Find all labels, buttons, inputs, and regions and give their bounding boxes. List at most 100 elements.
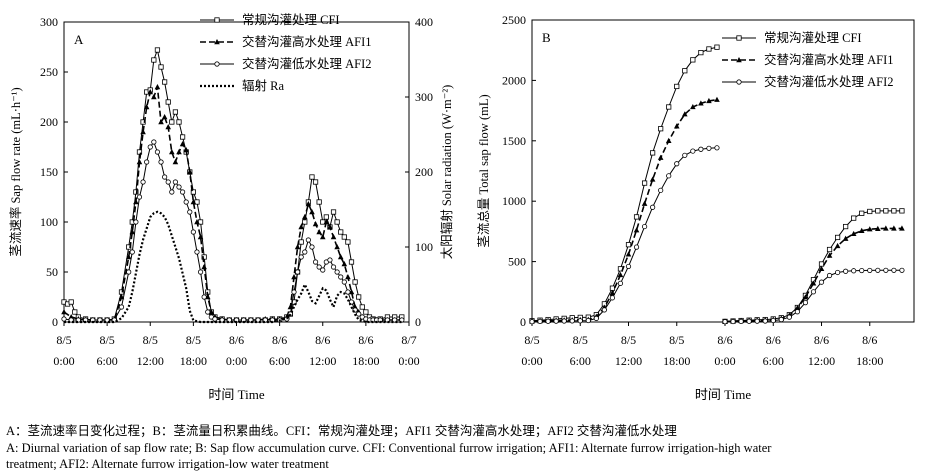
- x-tick-label-date: 8/5: [621, 333, 636, 347]
- data-point: [348, 259, 355, 265]
- data-point: [641, 180, 648, 186]
- legend-label: 交替沟灌低水处理 AFI2: [242, 56, 372, 71]
- data-point: [859, 210, 865, 216]
- x-tick-label-date: 8/6: [272, 333, 287, 347]
- data-point: [165, 124, 172, 130]
- data-point: [891, 225, 897, 231]
- data-point: [698, 100, 704, 106]
- data-point: [298, 254, 304, 260]
- data-point: [706, 145, 712, 151]
- x-axis-ticks-b: 8/5 0:00 8/5 6:00 8/5 12:00 8/5 18:00 8/6 0:00 8/6…: [521, 322, 883, 368]
- data-point: [118, 304, 125, 310]
- data-point: [899, 208, 905, 214]
- data-point: [858, 227, 865, 233]
- data-point: [194, 249, 200, 255]
- legend-marker: [736, 79, 742, 85]
- data-point: [866, 226, 873, 232]
- y2-tick-label: 100: [415, 240, 433, 254]
- data-point: [851, 215, 857, 221]
- legend-label: 交替沟灌低水处理 AFI2: [764, 74, 894, 89]
- data-point: [762, 318, 768, 324]
- data-point: [545, 318, 551, 324]
- x-tick-label-time: 18:00: [856, 354, 883, 368]
- data-point: [730, 318, 736, 325]
- data-point: [641, 200, 648, 206]
- data-point: [176, 184, 182, 190]
- x-tick-label-date: 8/5: [99, 333, 114, 347]
- x-tick-label-date: 8/6: [315, 333, 330, 347]
- legend-marker: [214, 39, 220, 45]
- data-point: [169, 189, 175, 195]
- legend-marker: [214, 17, 220, 23]
- y-tick-label: 1000: [502, 194, 526, 208]
- data-point: [151, 57, 157, 63]
- data-point: [658, 187, 664, 193]
- data-point: [301, 214, 308, 220]
- x-axis-label-a: 时间 Time: [208, 387, 264, 402]
- data-point: [197, 234, 204, 240]
- data-point: [818, 265, 825, 272]
- x-tick-label-time: 18:00: [663, 354, 690, 368]
- x-tick-label-time: 6:00: [763, 354, 784, 368]
- panel-label-b: B: [542, 30, 551, 45]
- data-point: [674, 83, 680, 90]
- x-tick-label-date: 8/6: [862, 333, 877, 347]
- data-point: [625, 263, 632, 270]
- data-point: [154, 47, 161, 53]
- x-axis-label-b: 时间 Time: [695, 387, 751, 402]
- data-point: [633, 244, 640, 250]
- x-tick-label-date: 8/6: [229, 333, 244, 347]
- data-point: [674, 161, 680, 167]
- data-point: [298, 239, 304, 245]
- data-point: [330, 264, 337, 270]
- data-point: [162, 79, 168, 85]
- data-point: [625, 251, 632, 257]
- data-point: [291, 274, 297, 280]
- data-point: [158, 64, 164, 70]
- x-tick-label-time: 18:00: [352, 354, 379, 368]
- data-point: [334, 269, 340, 275]
- data-point: [205, 309, 211, 315]
- y-tick-label: 0: [520, 315, 526, 329]
- y-axis-label-a: 茎流速率 Sap flow rate (mL·h⁻¹): [8, 87, 23, 256]
- x-tick-label-time: 12:00: [615, 354, 642, 368]
- x-tick-label-time: 6:00: [570, 354, 591, 368]
- data-point: [162, 174, 168, 180]
- data-point: [577, 318, 583, 324]
- data-point: [125, 254, 132, 260]
- data-point: [291, 289, 297, 295]
- data-point: [144, 159, 150, 165]
- data-point: [553, 318, 559, 324]
- data-point: [176, 149, 182, 155]
- x-tick-label-date: 8/5: [573, 333, 588, 347]
- data-point: [147, 89, 154, 95]
- data-point: [179, 189, 186, 195]
- series-line: [531, 147, 718, 323]
- x-tick-label-date: 8/5: [143, 333, 158, 347]
- data-point: [794, 305, 801, 311]
- x-tick-label-date: 8/5: [669, 333, 684, 347]
- data-point: [133, 199, 139, 205]
- data-point: [302, 219, 308, 225]
- data-point: [851, 268, 857, 274]
- y-axis-ticks-a: 0 50 100 150 200 250 300: [40, 15, 68, 329]
- figure-caption-line-2: A: Diurnal variation of sap flow rate; B…: [6, 441, 772, 455]
- legend-label: 交替沟灌高水处理 AFI1: [242, 34, 372, 49]
- series-3: [529, 145, 905, 325]
- data-point: [529, 319, 535, 325]
- data-point: [826, 246, 833, 253]
- data-point: [561, 318, 567, 324]
- data-point: [352, 279, 358, 285]
- data-point: [835, 234, 841, 241]
- data-point: [356, 311, 362, 317]
- data-point: [190, 189, 196, 195]
- x-tick-label-time: 12:00: [808, 354, 835, 368]
- data-point: [323, 219, 330, 225]
- data-point: [345, 274, 351, 280]
- data-point: [802, 294, 809, 300]
- data-point: [320, 267, 326, 273]
- data-point: [826, 252, 833, 258]
- data-point: [187, 209, 193, 215]
- data-point: [294, 269, 301, 275]
- data-point: [316, 199, 322, 205]
